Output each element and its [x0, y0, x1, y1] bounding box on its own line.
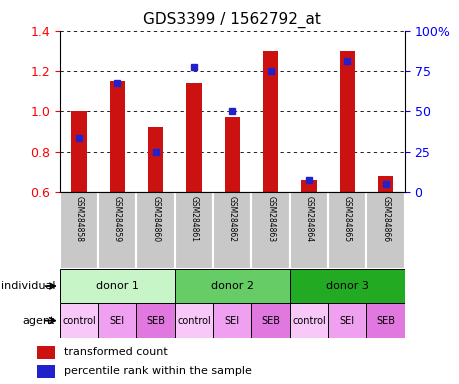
Text: GSM284858: GSM284858	[74, 196, 83, 242]
Text: donor 1: donor 1	[95, 281, 139, 291]
Bar	[71, 111, 86, 192]
Bar	[289, 269, 404, 303]
Text: GSM284866: GSM284866	[381, 196, 389, 242]
Bar	[251, 192, 289, 269]
Text: GSM284862: GSM284862	[227, 196, 236, 242]
Text: control: control	[291, 316, 325, 326]
Bar	[136, 303, 174, 338]
Text: SEB: SEB	[261, 316, 280, 326]
Text: SEB: SEB	[375, 316, 394, 326]
Text: SEI: SEI	[110, 316, 124, 326]
Text: individual: individual	[1, 281, 55, 291]
Bar	[327, 192, 366, 269]
Bar	[339, 51, 354, 192]
Bar	[136, 192, 174, 269]
Text: GSM284860: GSM284860	[151, 196, 160, 242]
Text: GSM284859: GSM284859	[112, 196, 122, 242]
Bar	[213, 303, 251, 338]
Bar	[224, 118, 240, 192]
Bar	[174, 269, 289, 303]
Bar	[37, 346, 55, 359]
Text: GSM284861: GSM284861	[189, 196, 198, 242]
Bar	[366, 192, 404, 269]
Title: GDS3399 / 1562792_at: GDS3399 / 1562792_at	[143, 12, 320, 28]
Bar	[60, 269, 174, 303]
Bar	[60, 192, 98, 269]
Bar	[174, 303, 213, 338]
Bar	[301, 180, 316, 192]
Text: transformed count: transformed count	[64, 347, 168, 357]
Bar	[37, 365, 55, 378]
Bar	[289, 303, 327, 338]
Text: GSM284864: GSM284864	[304, 196, 313, 242]
Bar	[174, 192, 213, 269]
Bar	[148, 127, 163, 192]
Bar	[60, 303, 98, 338]
Bar	[366, 303, 404, 338]
Text: agent: agent	[23, 316, 55, 326]
Bar	[263, 51, 278, 192]
Text: SEI: SEI	[339, 316, 354, 326]
Text: control: control	[177, 316, 210, 326]
Text: percentile rank within the sample: percentile rank within the sample	[64, 366, 252, 376]
Text: donor 3: donor 3	[325, 281, 368, 291]
Bar	[327, 303, 366, 338]
Text: GSM284863: GSM284863	[266, 196, 274, 242]
Bar	[98, 192, 136, 269]
Bar	[251, 303, 289, 338]
Bar	[289, 192, 327, 269]
Bar	[109, 81, 125, 192]
Text: GSM284865: GSM284865	[342, 196, 351, 242]
Text: SEB: SEB	[146, 316, 165, 326]
Bar	[98, 303, 136, 338]
Bar	[377, 176, 392, 192]
Text: SEI: SEI	[224, 316, 239, 326]
Bar	[213, 192, 251, 269]
Bar	[186, 83, 201, 192]
Text: donor 2: donor 2	[210, 281, 253, 291]
Text: control: control	[62, 316, 95, 326]
